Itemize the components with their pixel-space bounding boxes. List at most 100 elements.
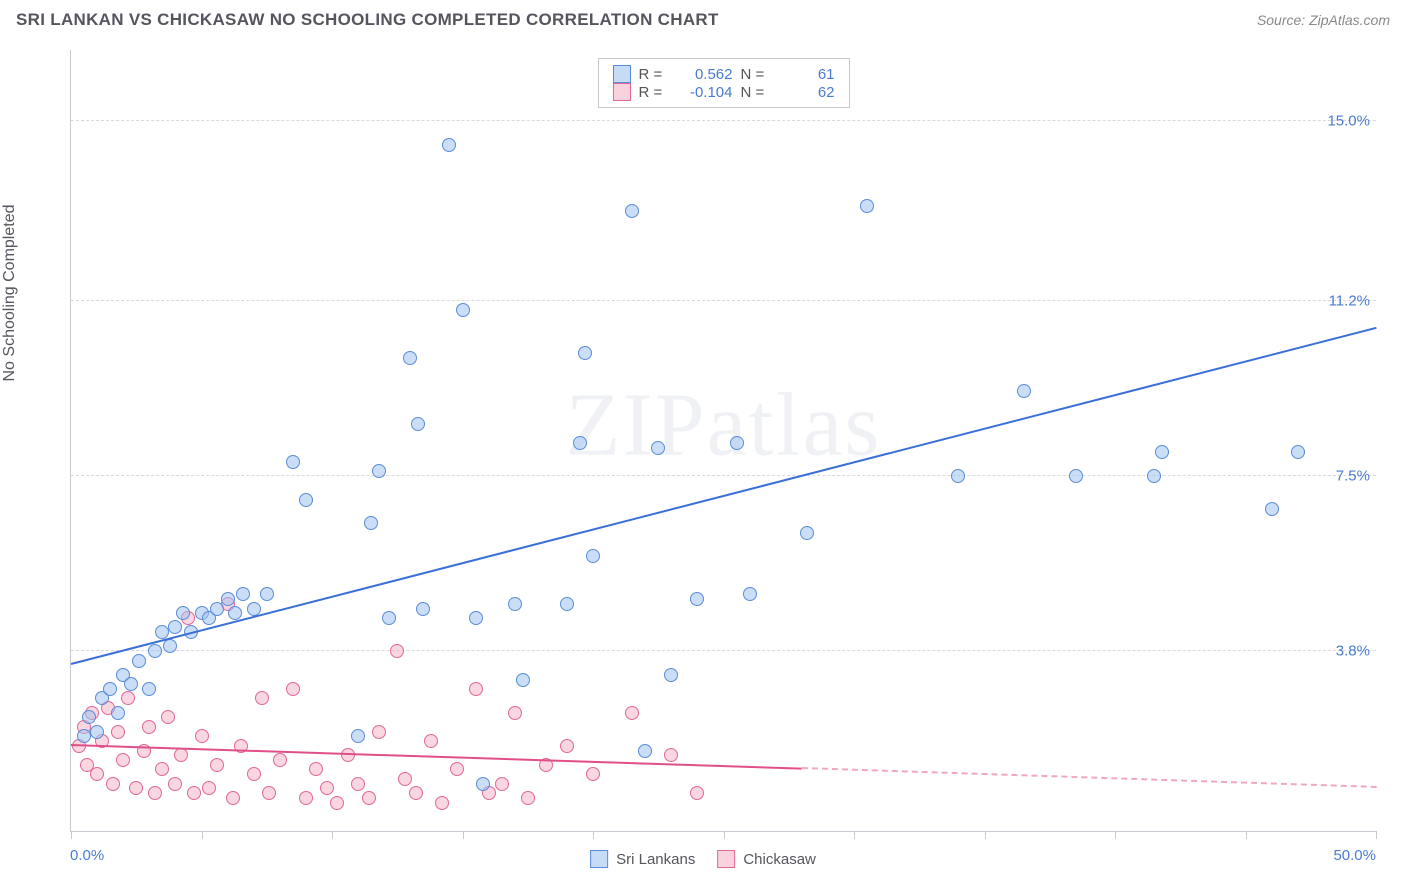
data-point: [800, 526, 814, 540]
data-point: [187, 786, 201, 800]
data-point: [103, 682, 117, 696]
swatch-sri-lankans: [590, 850, 608, 868]
gridline: [71, 300, 1376, 301]
data-point: [730, 436, 744, 450]
data-point: [638, 744, 652, 758]
x-tick: [724, 831, 725, 839]
data-point: [90, 767, 104, 781]
data-point: [174, 748, 188, 762]
swatch-chickasaw: [613, 83, 631, 101]
n-value-blue: 61: [783, 66, 835, 83]
data-point: [142, 682, 156, 696]
data-point: [362, 791, 376, 805]
data-point: [382, 611, 396, 625]
data-point: [495, 777, 509, 791]
data-point: [625, 706, 639, 720]
y-tick-label: 11.2%: [1329, 292, 1370, 309]
x-axis-max-label: 50.0%: [1333, 847, 1376, 864]
data-point: [121, 691, 135, 705]
data-point: [161, 710, 175, 724]
r-value-blue: 0.562: [681, 66, 733, 83]
data-point: [469, 611, 483, 625]
data-point: [82, 710, 96, 724]
data-point: [409, 786, 423, 800]
data-point: [390, 644, 404, 658]
x-tick: [332, 831, 333, 839]
data-point: [1069, 469, 1083, 483]
data-point: [142, 720, 156, 734]
data-point: [168, 620, 182, 634]
data-point: [424, 734, 438, 748]
data-point: [1155, 445, 1169, 459]
data-point: [372, 725, 386, 739]
x-tick: [1246, 831, 1247, 839]
data-point: [860, 199, 874, 213]
x-tick: [1115, 831, 1116, 839]
data-point: [195, 729, 209, 743]
data-point: [236, 587, 250, 601]
x-tick: [985, 831, 986, 839]
series-legend: Sri Lankans Chickasaw: [590, 850, 816, 868]
series-label-blue: Sri Lankans: [616, 851, 695, 868]
gridline: [71, 475, 1376, 476]
data-point: [299, 791, 313, 805]
n-value-pink: 62: [783, 84, 835, 101]
data-point: [743, 587, 757, 601]
y-tick-label: 15.0%: [1327, 113, 1370, 130]
data-point: [155, 762, 169, 776]
data-point: [664, 668, 678, 682]
y-tick-label: 7.5%: [1336, 468, 1370, 485]
swatch-chickasaw: [717, 850, 735, 868]
data-point: [255, 691, 269, 705]
data-point: [320, 781, 334, 795]
data-point: [560, 597, 574, 611]
data-point: [690, 786, 704, 800]
trend-line: [802, 767, 1376, 788]
y-axis-label: No Schooling Completed: [1, 205, 19, 382]
data-point: [163, 639, 177, 653]
x-tick: [854, 831, 855, 839]
data-point: [476, 777, 490, 791]
y-tick-label: 3.8%: [1336, 643, 1370, 660]
data-point: [516, 673, 530, 687]
data-point: [372, 464, 386, 478]
data-point: [1017, 384, 1031, 398]
data-point: [351, 729, 365, 743]
data-point: [573, 436, 587, 450]
data-point: [411, 417, 425, 431]
plot-area: ZIPatlas R = 0.562 N = 61 R = -0.104 N =…: [70, 50, 1376, 832]
data-point: [330, 796, 344, 810]
data-point: [416, 602, 430, 616]
data-point: [116, 753, 130, 767]
data-point: [442, 138, 456, 152]
data-point: [148, 644, 162, 658]
data-point: [578, 346, 592, 360]
data-point: [273, 753, 287, 767]
data-point: [469, 682, 483, 696]
data-point: [210, 758, 224, 772]
x-axis-min-label: 0.0%: [70, 847, 104, 864]
data-point: [129, 781, 143, 795]
data-point: [508, 597, 522, 611]
data-point: [521, 791, 535, 805]
gridline: [71, 120, 1376, 121]
data-point: [364, 516, 378, 530]
correlation-legend: R = 0.562 N = 61 R = -0.104 N = 62: [598, 58, 850, 108]
data-point: [398, 772, 412, 786]
data-point: [1147, 469, 1161, 483]
chart-title: SRI LANKAN VS CHICKASAW NO SCHOOLING COM…: [16, 10, 719, 30]
data-point: [586, 549, 600, 563]
data-point: [651, 441, 665, 455]
data-point: [111, 725, 125, 739]
data-point: [625, 204, 639, 218]
data-point: [586, 767, 600, 781]
swatch-sri-lankans: [613, 65, 631, 83]
data-point: [226, 791, 240, 805]
data-point: [77, 729, 91, 743]
data-point: [286, 682, 300, 696]
watermark: ZIPatlas: [566, 373, 882, 476]
data-point: [168, 777, 182, 791]
data-point: [690, 592, 704, 606]
data-point: [560, 739, 574, 753]
data-point: [450, 762, 464, 776]
